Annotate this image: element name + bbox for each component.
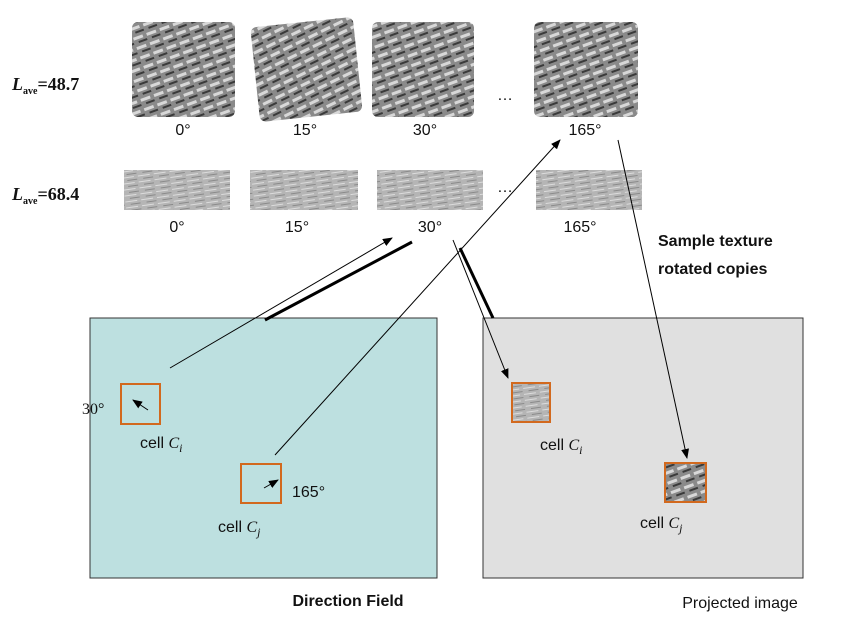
texture-row-1 [132, 17, 638, 122]
angle-label: 0° [175, 122, 190, 139]
angle-label: 165° [568, 122, 601, 139]
ellipsis: … [497, 87, 513, 104]
projected-panel [483, 318, 803, 578]
angle-label: 165° [563, 219, 596, 236]
ellipsis: … [497, 179, 513, 196]
cell-angle: 165° [292, 484, 325, 501]
angle-label: 15° [293, 122, 317, 139]
cell-angle: 30° [82, 401, 104, 418]
cell-box [512, 383, 550, 422]
angle-label: 30° [418, 219, 442, 236]
row-label: Lave=48.7 [11, 74, 79, 97]
row-label: Lave=68.4 [11, 184, 79, 207]
angle-label: 30° [413, 122, 437, 139]
panel-title: Direction Field [292, 593, 403, 610]
panel-title: Projected image [682, 595, 798, 612]
side-label: Sample texture [658, 233, 773, 250]
side-label: rotated copies [658, 261, 767, 278]
angle-label: 15° [285, 219, 309, 236]
texture-row-2 [124, 170, 642, 210]
cell-box [665, 463, 706, 502]
angle-label: 0° [169, 219, 184, 236]
diagram: Lave=48.7 Lave=68.4 0° 15° 30° 165° … 0°… [0, 0, 848, 617]
